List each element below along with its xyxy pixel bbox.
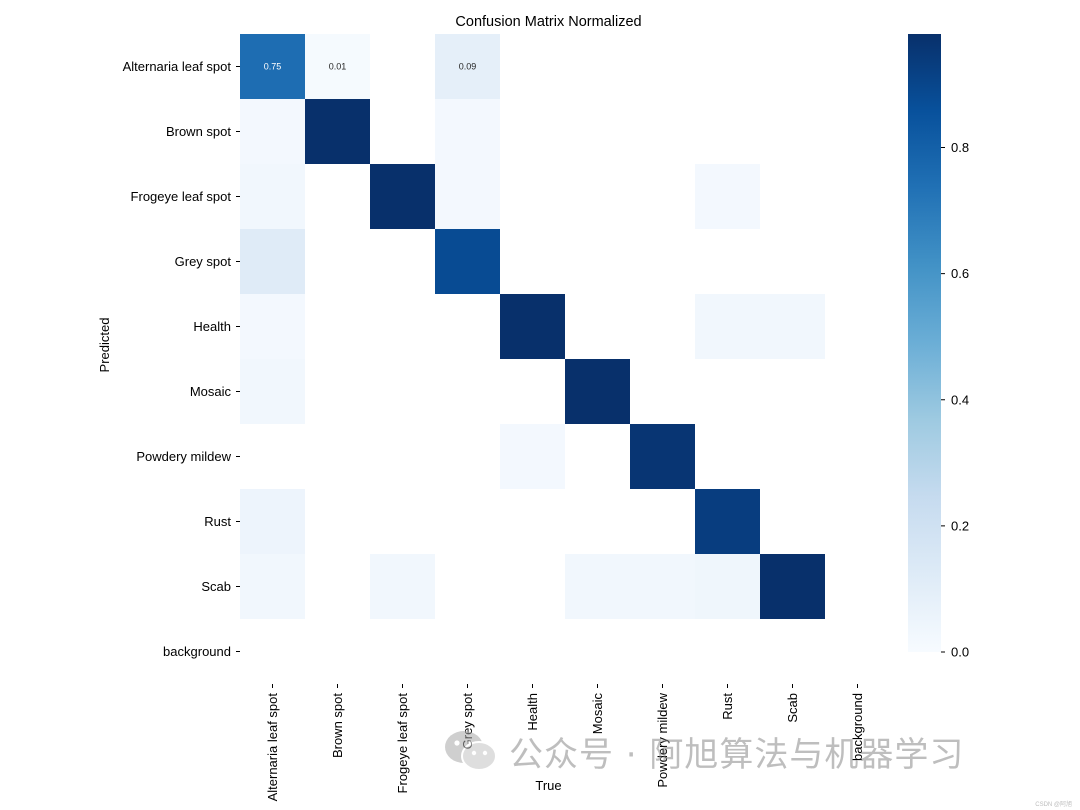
x-tick-label: Alternaria leaf spot [265, 693, 280, 802]
chart-title: Confusion Matrix Normalized [455, 14, 641, 30]
y-tick-label: background [163, 644, 231, 659]
y-axis-label: Predicted [97, 318, 112, 373]
heatmap-cell [305, 34, 370, 99]
cell-value-label: 0.09 [459, 62, 477, 72]
x-tick-label: Mosaic [590, 693, 605, 735]
heatmap-cell [760, 554, 825, 619]
heatmap-cell [695, 294, 760, 359]
heatmap-cells [240, 34, 825, 619]
x-tick-label: Health [525, 693, 540, 731]
colorbar-tick-label: 0.2 [951, 518, 969, 533]
heatmap-cell [695, 164, 760, 229]
heatmap-cell [695, 554, 760, 619]
heatmap-cell [695, 489, 760, 554]
colorbar-tick-label: 0.4 [951, 392, 969, 407]
watermark: 公众号 · 阿旭算法与机器学习 [443, 728, 965, 775]
heatmap-cell [565, 359, 630, 424]
corner-watermark: CSDN @阿旭 [1035, 802, 1072, 808]
heatmap-cell [240, 34, 305, 99]
heatmap-cell [370, 164, 435, 229]
y-tick-label: Health [193, 319, 231, 334]
heatmap-cell [435, 99, 500, 164]
y-tick-label: Scab [201, 579, 231, 594]
y-axis-ticks: Alternaria leaf spot Brown spot Frogeye le… [123, 59, 240, 659]
y-tick-label: Mosaic [190, 384, 232, 399]
heatmap-cell [630, 424, 695, 489]
y-tick-label: Alternaria leaf spot [123, 59, 232, 74]
watermark-text: 公众号 · 阿旭算法与机器学习 [509, 734, 965, 775]
heatmap-cell [630, 554, 695, 619]
heatmap-cell [435, 229, 500, 294]
cell-value-label: 0.75 [264, 62, 282, 72]
x-tick-label: Rust [720, 693, 735, 720]
y-tick-label: Rust [204, 514, 231, 529]
heatmap-cell [305, 99, 370, 164]
heatmap-cell [240, 489, 305, 554]
heatmap-cell [240, 294, 305, 359]
heatmap-cell [565, 554, 630, 619]
x-axis-label: True [535, 778, 561, 793]
y-tick-label: Frogeye leaf spot [131, 189, 232, 204]
x-tick-label: Scab [785, 693, 800, 723]
heatmap-cell-labels: 0.75 0.01 0.09 [264, 62, 477, 72]
y-tick-label: Powdery mildew [136, 449, 231, 464]
colorbar [908, 34, 941, 652]
colorbar-tick-label: 0.6 [951, 266, 969, 281]
colorbar-ticks: 0.0 0.2 0.4 0.6 0.8 [941, 140, 969, 660]
heatmap-cell [240, 229, 305, 294]
heatmap-cell [240, 554, 305, 619]
x-tick-label: background [850, 693, 865, 761]
heatmap-cell [240, 164, 305, 229]
wechat-icon [445, 731, 497, 771]
y-tick-label: Grey spot [175, 254, 232, 269]
heatmap-cell [435, 34, 500, 99]
heatmap-cell [240, 359, 305, 424]
x-tick-label: Frogeye leaf spot [395, 693, 410, 794]
x-tick-label: Brown spot [330, 693, 345, 758]
colorbar-tick-label: 0.0 [951, 645, 969, 660]
heatmap-cell [760, 294, 825, 359]
heatmap-cell [370, 554, 435, 619]
heatmap-cell [435, 164, 500, 229]
heatmap-cell [240, 99, 305, 164]
x-tick-label: Powdery mildew [655, 692, 670, 787]
colorbar-tick-label: 0.8 [951, 140, 969, 155]
heatmap-cell [500, 294, 565, 359]
y-tick-label: Brown spot [166, 124, 231, 139]
cell-value-label: 0.01 [329, 62, 347, 72]
heatmap-cell [500, 424, 565, 489]
